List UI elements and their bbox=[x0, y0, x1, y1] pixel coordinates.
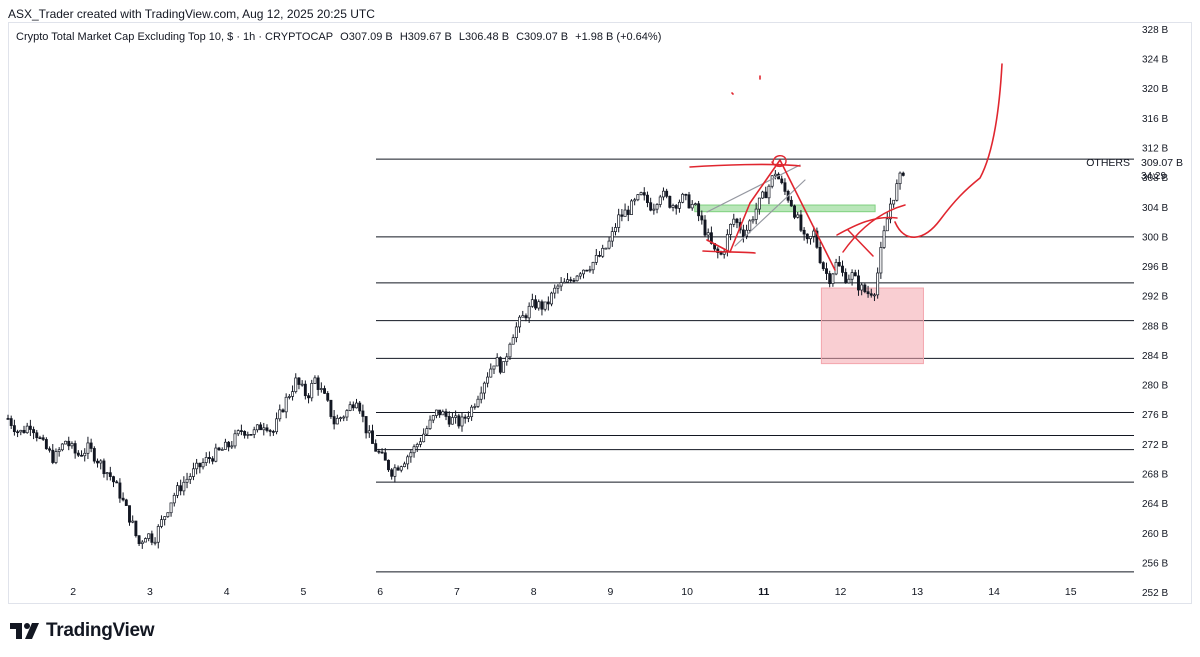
legend-open: O307.09 B bbox=[340, 31, 393, 43]
legend-title[interactable]: Crypto Total Market Cap Excluding Top 10… bbox=[16, 31, 334, 43]
symbol-legend: Crypto Total Market Cap Excluding Top 10… bbox=[16, 31, 665, 43]
legend-close: C309.07 B bbox=[516, 31, 569, 43]
legend-high: H309.67 B bbox=[399, 31, 452, 43]
tv-logo-icon bbox=[10, 623, 39, 639]
tradingview-logo[interactable]: TradingView bbox=[10, 618, 155, 644]
brand-wordmark: TradingView bbox=[46, 620, 155, 641]
attribution-bar: ASX_Trader created with TradingView.com,… bbox=[0, 0, 1200, 28]
legend-low: L306.48 B bbox=[458, 31, 510, 43]
chart-pane[interactable] bbox=[8, 22, 1192, 604]
legend-change: +1.98 B (+0.64%) bbox=[575, 31, 662, 43]
attribution-text: ASX_Trader created with TradingView.com,… bbox=[8, 7, 375, 21]
